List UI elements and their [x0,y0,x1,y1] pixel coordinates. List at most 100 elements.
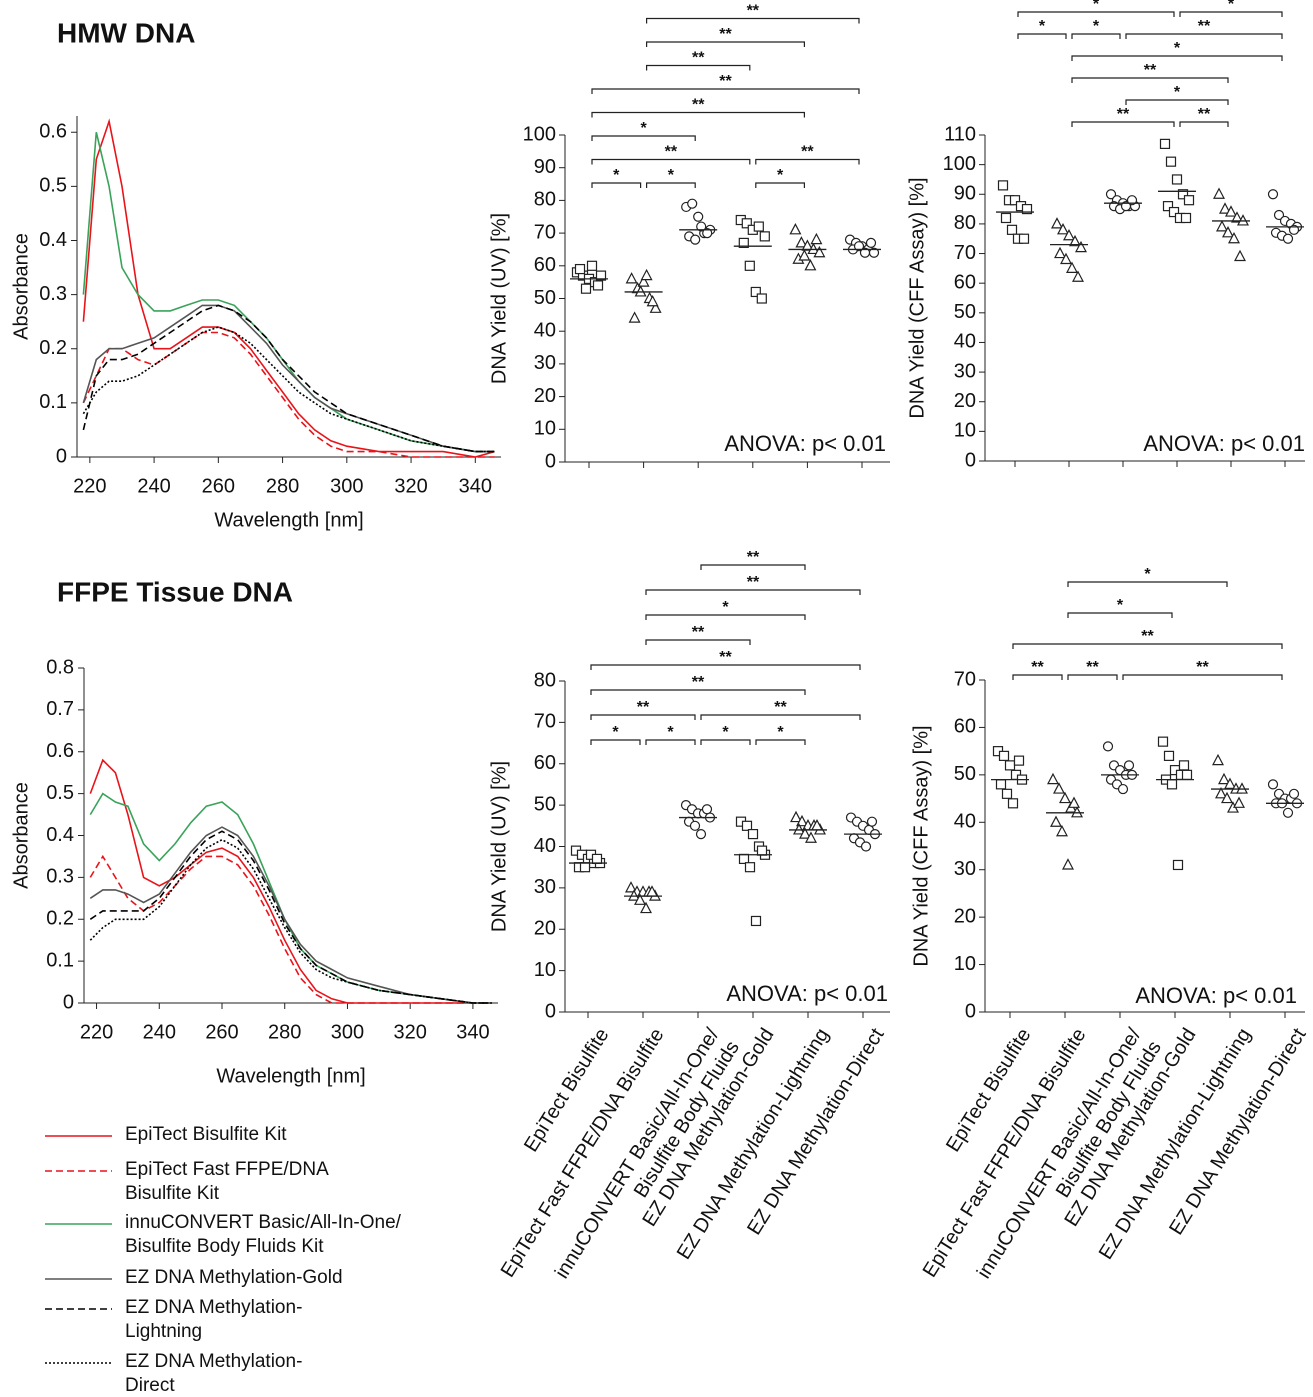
x-tick-label: 340 [456,1021,489,1043]
significance-label: ** [692,674,705,691]
x-axis-label: Wavelength [nm] [214,509,363,531]
y-axis-label: DNA Yield (CFF Assay) [%] [910,725,932,966]
significance-label: * [612,724,619,741]
y-tick-label: 10 [954,953,976,975]
significance-bracket [1071,33,1121,39]
curves [89,758,492,1004]
y-tick-label: 110 [944,123,976,145]
data-point [741,218,752,229]
data-point [744,862,756,873]
significance-bracket [591,135,696,141]
legend-label: innuCONVERT Basic/All-In-One/ Bisulfite … [125,1212,401,1257]
significance-bracket [591,182,642,188]
data-point [1050,815,1062,827]
data-point [1009,195,1021,206]
spectrum-line [82,304,495,453]
y-axis-label: Absorbance [10,782,32,889]
y-tick-label: 40 [534,835,556,857]
y-tick-label: 0 [56,445,67,467]
y-tick-label: 0 [965,449,976,471]
data-point [701,804,713,815]
data-point [813,245,826,258]
data-point [640,901,652,914]
data-point [810,232,823,245]
data-point [1234,249,1246,262]
significance-bracket [700,714,861,720]
data-point [1165,156,1177,167]
data-point [1060,252,1072,265]
data-point [1224,777,1236,789]
x-tick-label: 240 [137,475,170,497]
data-point [1228,231,1240,244]
significance-label: * [722,599,729,616]
significance-bracket [590,739,641,745]
significance-label: ** [719,26,732,43]
data-point [859,247,871,258]
significance-bracket [755,739,806,745]
significance-label: ** [665,144,678,161]
significance-bracket [590,664,861,670]
y-tick-label: 10 [534,959,556,981]
data-point [1267,189,1279,200]
data-point [1231,211,1243,223]
y-tick-label: 0.6 [46,740,74,762]
data-point [1282,807,1294,818]
significance-bracket [700,564,806,570]
significance-bracket [1071,55,1283,61]
significance-label: * [777,167,784,184]
data-point [756,845,768,856]
data-point [1236,782,1248,794]
significance-label: * [1039,18,1046,35]
data-point [1178,760,1190,771]
significance-bracket [1017,11,1175,17]
y-tick-label: 20 [954,390,976,412]
significance-label: ** [774,699,787,716]
data-point [1056,824,1068,837]
data-point [738,237,749,249]
data-point [1172,859,1184,871]
y-tick-label: 50 [534,287,556,309]
anova-annotation: ANOVA: p< 0.01 [1143,431,1305,456]
spectrum-line [82,331,495,458]
y-tick-label: 80 [954,212,976,234]
curves [82,118,495,458]
x-tick-label: 300 [330,475,363,497]
legend-label: EZ DNA Methylation-Gold [125,1267,343,1288]
significance-bracket [1071,121,1175,127]
data-point [1021,203,1033,215]
significance-label: ** [747,549,760,566]
data-point [649,301,662,313]
data-point [738,853,750,865]
legend-label: EZ DNA Methylation- Direct [125,1351,303,1396]
data-point [1177,189,1189,200]
data-point [1273,209,1285,221]
significance-label: ** [1198,106,1211,123]
y-tick-label: 0.4 [46,824,74,846]
significance-label: * [640,120,647,137]
y-tick-label: 60 [534,752,556,774]
data-point [1213,187,1225,199]
data-point [796,814,808,827]
significance-bracket [645,589,861,595]
legend-label: EZ DNA Methylation- Lightning [125,1297,303,1342]
y-tick-label: 100 [523,123,556,145]
data-point [1181,769,1193,780]
legend-label: EpiTect Fast FFPE/DNA Bisulfite Kit [125,1159,329,1204]
significance-label: * [613,167,620,184]
significance-label: * [1174,84,1181,101]
y-tick-label: 30 [954,360,976,382]
y-tick-label: 0.2 [46,908,74,930]
data-point [628,889,640,901]
y-tick-label: 100 [943,153,976,175]
significance-label: ** [1144,62,1157,79]
significance-label: ** [1196,659,1209,676]
data-point [574,263,586,275]
anova-annotation: ANOVA: p< 0.01 [724,431,886,456]
data-point [1117,783,1129,795]
significance-bracket [591,158,751,165]
significance-bracket [1012,643,1283,649]
spectrum-line [89,792,492,1004]
x-tick-label: 260 [202,475,235,497]
x-axis-label: Wavelength [nm] [216,1065,365,1087]
data-point [687,198,698,209]
